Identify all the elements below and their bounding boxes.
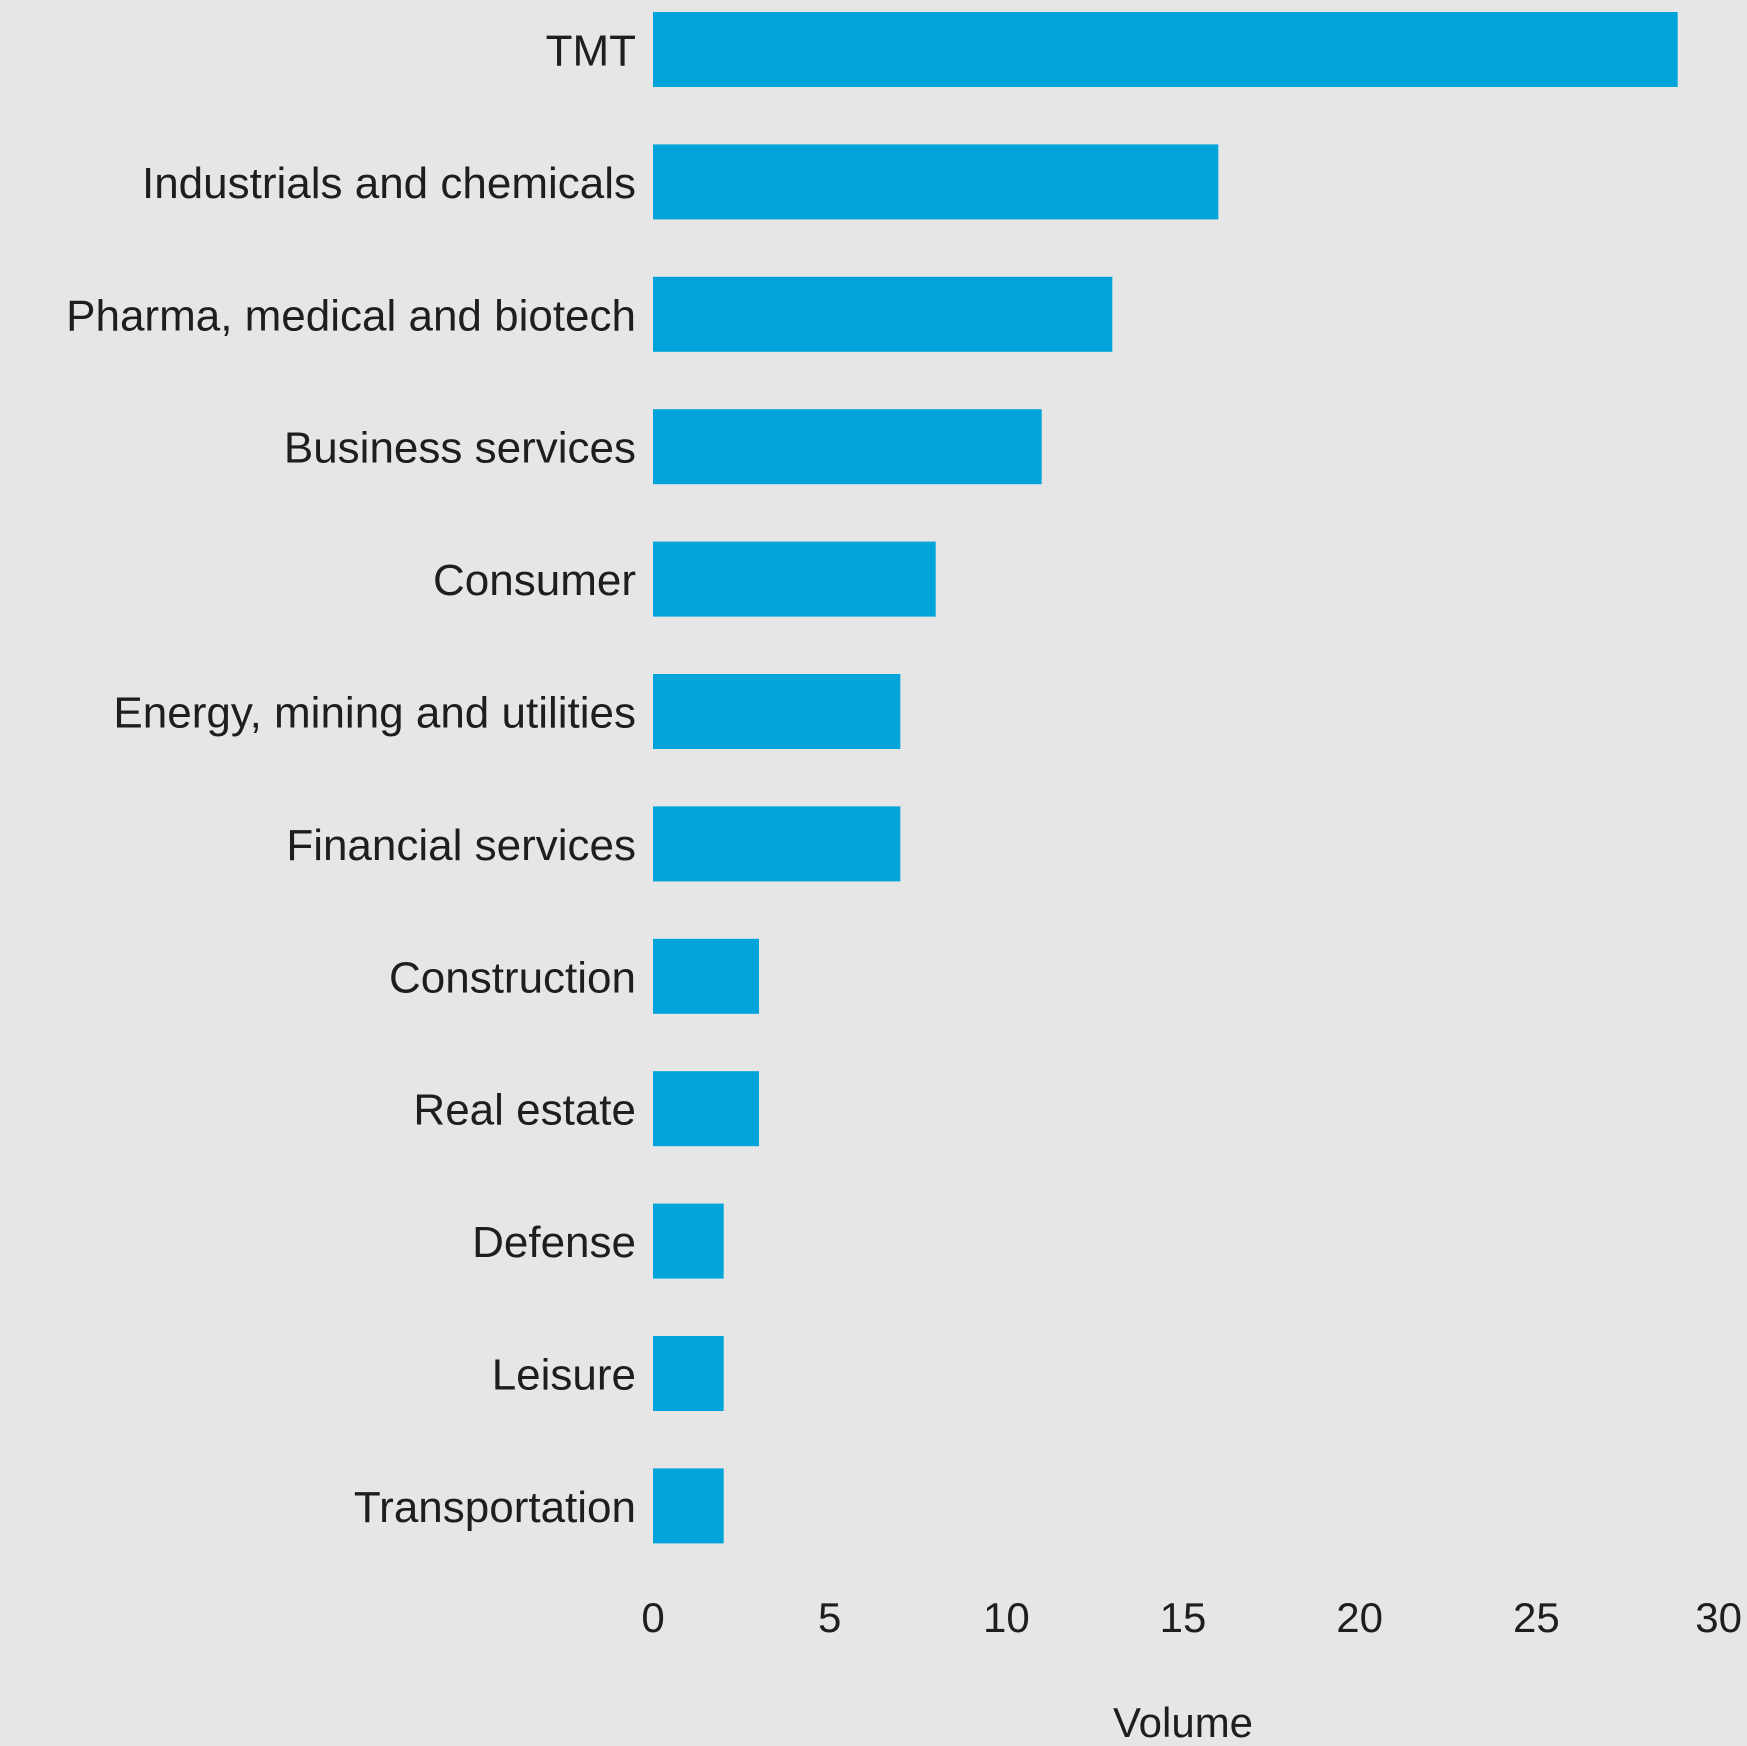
bar-financial-services xyxy=(653,806,901,882)
bars-layer xyxy=(653,12,1678,1544)
category-label: Pharma, medical and biotech xyxy=(66,291,636,340)
category-label: Real estate xyxy=(413,1086,636,1135)
bar-industrials-and-chemicals xyxy=(653,144,1219,220)
category-label: Consumer xyxy=(433,556,636,605)
x-axis-ticks: 0 5 10 15 20 25 30 xyxy=(641,1594,1742,1641)
bar-pharma-medical-and-biotech xyxy=(653,276,1113,352)
x-axis-title: Volume xyxy=(1113,1699,1253,1741)
bar-real-estate xyxy=(653,1071,759,1147)
x-tick-label: 0 xyxy=(641,1594,664,1641)
x-tick-label: 5 xyxy=(818,1594,841,1641)
bar-consumer xyxy=(653,541,936,617)
x-tick-label: 25 xyxy=(1513,1594,1560,1641)
bar-defense xyxy=(653,1203,724,1279)
category-label: Defense xyxy=(472,1218,636,1267)
x-tick-label: 30 xyxy=(1695,1594,1742,1641)
bar-transportation xyxy=(653,1468,724,1544)
x-tick-label: 10 xyxy=(983,1594,1030,1641)
bar-business-services xyxy=(653,409,1042,485)
category-label: Business services xyxy=(284,424,636,473)
category-label: TMT xyxy=(546,27,636,76)
category-labels: TMT Industrials and chemicals Pharma, medi… xyxy=(66,27,636,1532)
category-label: Transportation xyxy=(354,1483,636,1532)
x-tick-label: 15 xyxy=(1160,1594,1207,1641)
bar-energy-mining-and-utilities xyxy=(653,674,901,749)
bar-construction xyxy=(653,938,759,1014)
category-label: Energy, mining and utilities xyxy=(113,689,636,738)
bar-tmt xyxy=(653,12,1678,87)
category-label: Industrials and chemicals xyxy=(142,159,636,208)
x-tick-label: 20 xyxy=(1336,1594,1383,1641)
bar-leisure xyxy=(653,1336,724,1411)
category-label: Construction xyxy=(389,953,636,1002)
category-label: Leisure xyxy=(492,1351,636,1400)
category-label: Financial services xyxy=(286,821,636,870)
